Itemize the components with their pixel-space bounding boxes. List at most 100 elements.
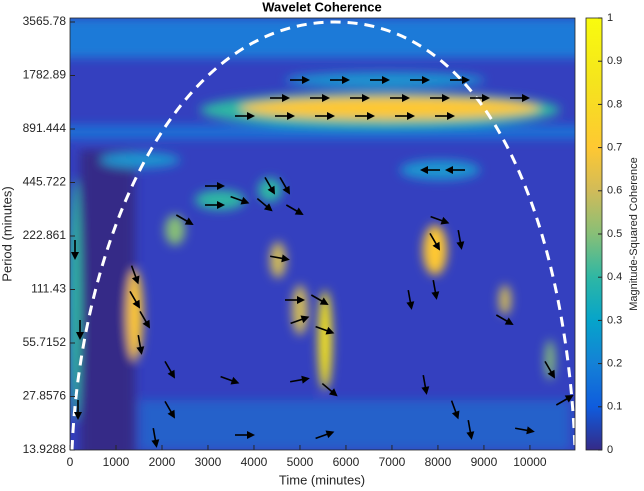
phase-arrow (175, 214, 194, 225)
phase-arrow (164, 360, 175, 379)
arrow-head (407, 112, 415, 120)
arrow-head (482, 94, 490, 102)
phase-arrow (71, 240, 79, 260)
colorbar-tick-label: 0.1 (607, 401, 622, 413)
x-tick-label: 6000 (333, 455, 360, 469)
y-tick-label: 3565.78 (23, 14, 67, 28)
phase-arrow (456, 230, 465, 250)
arrow-head (422, 76, 430, 84)
arrow-head (287, 112, 295, 120)
phase-arrow (290, 375, 310, 384)
arrow-head (421, 386, 430, 395)
arrow-head (431, 291, 440, 300)
arrow-head (217, 201, 225, 209)
phase-arrow (129, 290, 140, 309)
phase-arrow (395, 112, 415, 120)
arrow-head (451, 410, 460, 420)
y-tick-label: 1782.89 (23, 68, 67, 82)
phase-arrow (220, 375, 240, 385)
arrow-head (301, 375, 310, 384)
arrow-head (462, 76, 470, 84)
arrow-head (564, 395, 574, 403)
phase-arrow (355, 112, 375, 120)
arrow-head (76, 332, 84, 340)
arrow-head (131, 275, 140, 285)
arrow-head (217, 182, 225, 190)
y-tick-label: 445.722 (23, 175, 67, 189)
colorbar-tick-label: 0.6 (607, 185, 622, 197)
phase-arrow (139, 310, 150, 329)
heatmap (70, 18, 575, 450)
phase-arrow (74, 400, 82, 420)
arrow-head (327, 112, 335, 120)
arrow-head (142, 319, 150, 329)
phase-arrow (285, 296, 305, 304)
arrow-head (442, 94, 450, 102)
phase-arrow (136, 335, 145, 355)
phase-arrow (445, 166, 465, 174)
arrow-head (402, 94, 410, 102)
arrow-head (406, 301, 415, 310)
phase-arrow (270, 94, 290, 102)
arrow-head (247, 431, 255, 439)
y-tick-label: 891.444 (23, 121, 67, 135)
colorbar-label: Magnitude-Squared Coherence (628, 157, 640, 311)
arrow-head (522, 94, 530, 102)
phase-arrow (205, 201, 225, 209)
phase-arrow (76, 320, 84, 340)
phase-arrow (370, 76, 390, 84)
phase-arrow (315, 325, 335, 335)
phase-arrow (130, 265, 140, 285)
arrow-head (136, 346, 145, 355)
phase-arrow (290, 315, 310, 325)
arrow-head (322, 94, 330, 102)
arrow-head (74, 412, 82, 420)
phase-arrow (279, 176, 290, 195)
phase-arrow (290, 76, 310, 84)
phase-arrow (256, 197, 273, 212)
arrow-head (547, 369, 555, 379)
chart-title: Wavelet Coherence (262, 0, 381, 14)
colorbar-tick-label: 0.5 (607, 228, 622, 240)
phase-arrow (510, 94, 530, 102)
y-tick-label: 27.8576 (23, 389, 67, 403)
arrow-head (504, 317, 514, 325)
arrow-head (263, 203, 273, 212)
arrow-head (267, 185, 275, 195)
arrow-head (281, 254, 290, 263)
phase-arrow (450, 400, 460, 420)
phase-arrow (310, 94, 330, 102)
arrow-head (247, 112, 255, 120)
colorbar-tick-label: 0.4 (607, 271, 622, 283)
arrow-head (445, 166, 453, 174)
arrow-head (325, 326, 335, 335)
arrow-head (382, 76, 390, 84)
arrow-head (240, 196, 250, 205)
x-tick-label: 5000 (287, 455, 314, 469)
phase-arrow (555, 395, 574, 406)
arrow-head (71, 252, 79, 260)
phase-arrow (275, 112, 295, 120)
arrow-head (325, 430, 335, 439)
arrow-head (362, 94, 370, 102)
arrow-head (167, 369, 175, 379)
phase-arrow (466, 420, 475, 440)
colorbar-tick-label: 0.8 (607, 98, 622, 110)
colorbar-tick-label: 0.7 (607, 142, 622, 154)
arrow-head (440, 216, 450, 225)
phase-arrow (164, 400, 175, 419)
arrow-head (151, 439, 160, 448)
x-axis-label: Time (minutes) (279, 472, 365, 487)
arrow-head (328, 388, 338, 397)
y-tick-label: 13.9288 (23, 442, 67, 456)
phase-arrow (230, 195, 250, 205)
x-tick-label: 1000 (103, 455, 130, 469)
x-tick-label: 2000 (149, 455, 176, 469)
arrow-head (319, 297, 329, 305)
phase-arrow (350, 94, 370, 102)
phase-arrow (410, 76, 430, 84)
colorbar-tick-label: 1 (607, 12, 613, 24)
colorbar-tick-label: 0.3 (607, 314, 622, 326)
phase-arrow (315, 112, 335, 120)
